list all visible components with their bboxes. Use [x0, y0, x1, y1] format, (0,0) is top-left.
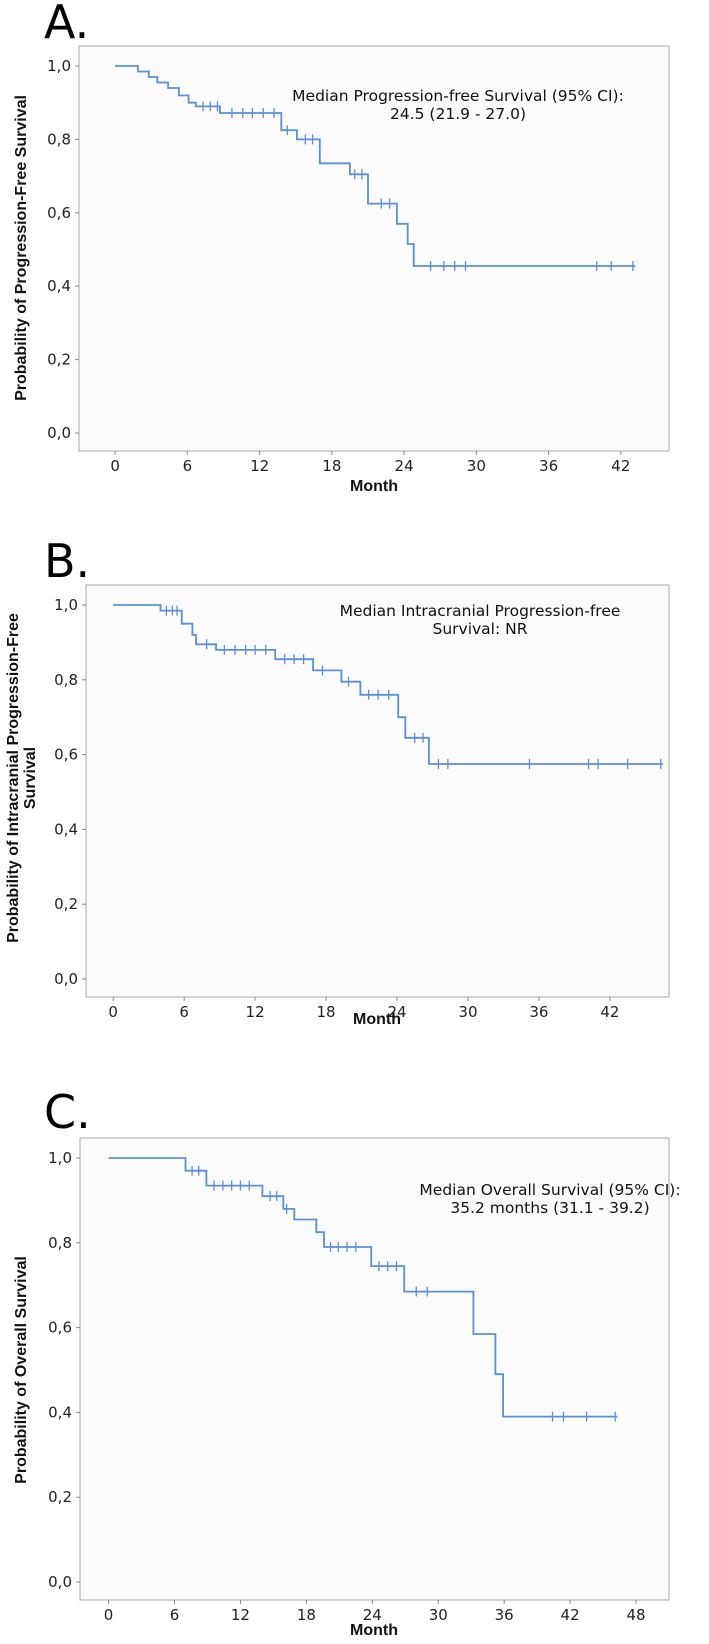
- plot-area: [85, 584, 670, 998]
- y-tick-label: 0,8: [48, 1234, 72, 1252]
- x-tick-label: 0: [104, 1606, 114, 1624]
- y-tick-label: 0,2: [47, 351, 71, 369]
- x-axis: 0 6 12 18 24 30 36 42: [110, 451, 630, 475]
- y-tick-label: 0,6: [48, 1319, 72, 1337]
- x-tick-label: 6: [183, 457, 193, 475]
- x-tick-label: 18: [322, 457, 341, 475]
- panel-b: B. 0,0 0,2 0,4 0,6 0,8 1,0 0 6 12 18 24 30 36 42 Mon…: [5, 534, 670, 1028]
- y-tick-label: 1,0: [47, 57, 71, 75]
- x-tick-label: 6: [170, 1606, 180, 1624]
- y-axis-title: Probability of Overall Survival: [13, 1256, 30, 1484]
- censor-marks: [191, 1165, 616, 1422]
- annotation-line-1: Median Overall Survival (95% CI):: [419, 1181, 680, 1199]
- plot-area: [79, 1137, 670, 1601]
- x-axis: 0 6 12 18 24 30 36 42: [108, 997, 619, 1021]
- x-tick-label: 42: [561, 1606, 580, 1624]
- y-tick-label: 0,6: [54, 746, 78, 764]
- y-tick-label: 0,2: [48, 1488, 72, 1506]
- y-tick-label: 0,0: [48, 1573, 72, 1591]
- censor-marks: [202, 101, 634, 272]
- annotation-line-2: 35.2 months (31.1 - 39.2): [450, 1199, 649, 1217]
- y-tick-label: 0,4: [54, 820, 78, 838]
- x-tick-label: 48: [626, 1606, 645, 1624]
- x-tick-label: 0: [108, 1003, 118, 1021]
- y-tick-label: 0,4: [48, 1403, 72, 1421]
- y-tick-label: 0,6: [47, 204, 71, 222]
- y-tick-label: 1,0: [54, 596, 78, 614]
- x-tick-label: 36: [495, 1606, 514, 1624]
- y-tick-label: 0,0: [54, 970, 78, 988]
- x-tick-label: 12: [231, 1606, 250, 1624]
- x-tick-label: 24: [387, 1003, 406, 1021]
- y-axis: 0,0 0,2 0,4 0,6 0,8 1,0: [54, 596, 86, 988]
- panel-a: A. 0,0 0,2 0,4 0,6 0,8 1,0 0 6 12 18 24 30 36 42 Mon…: [13, 0, 670, 495]
- y-tick-label: 0,0: [47, 424, 71, 442]
- x-tick-label: 24: [395, 457, 414, 475]
- y-axis: 0,0 0,2 0,4 0,6 0,8 1,0: [48, 1149, 80, 1591]
- y-tick-label: 0,2: [54, 895, 78, 913]
- x-axis-title: Month: [350, 1622, 398, 1639]
- x-tick-label: 36: [539, 457, 558, 475]
- x-tick-label: 18: [317, 1003, 336, 1021]
- x-axis-title: Month: [353, 1011, 401, 1028]
- annotation-line-2: 24.5 (21.9 - 27.0): [390, 105, 526, 123]
- y-axis-title-line-1: Probability of Intracranial Progression-…: [5, 613, 22, 943]
- y-tick-label: 0,8: [47, 130, 71, 148]
- y-tick-label: 0,8: [54, 671, 78, 689]
- annotation-line-2: Survival: NR: [432, 620, 527, 638]
- x-tick-label: 18: [297, 1606, 316, 1624]
- panel-label: B.: [44, 534, 90, 588]
- x-tick-label: 42: [611, 457, 630, 475]
- x-tick-label: 12: [246, 1003, 265, 1021]
- x-tick-label: 30: [467, 457, 486, 475]
- y-axis: 0,0 0,2 0,4 0,6 0,8 1,0: [47, 57, 79, 442]
- x-tick-label: 42: [600, 1003, 619, 1021]
- x-tick-label: 30: [458, 1003, 477, 1021]
- x-axis-title: Month: [350, 478, 398, 495]
- x-axis: 0 6 12 18 24 30 36 42 48: [104, 1600, 646, 1624]
- x-tick-label: 12: [250, 457, 269, 475]
- panel-label: C.: [44, 1085, 91, 1139]
- x-tick-label: 30: [429, 1606, 448, 1624]
- y-axis-title-line-2: Survival: [22, 747, 39, 809]
- plot-area: [78, 45, 670, 452]
- panel-c: C. 0,0 0,2 0,4 0,6 0,8 1,0 0 6 12 18 24 30 36 42 48 M…: [13, 1085, 681, 1639]
- y-tick-label: 0,4: [47, 277, 71, 295]
- x-tick-label: 0: [110, 457, 120, 475]
- y-axis-title: Probability of Progression-Free Survival: [13, 95, 30, 401]
- km-curve: [115, 65, 636, 267]
- y-tick-label: 1,0: [48, 1149, 72, 1167]
- panel-label: A.: [44, 0, 89, 49]
- annotation-line-1: Median Progression-free Survival (95% CI…: [292, 87, 624, 105]
- censor-marks: [165, 605, 662, 769]
- km-curve: [108, 1157, 618, 1418]
- x-tick-label: 36: [529, 1003, 548, 1021]
- x-tick-label: 6: [179, 1003, 189, 1021]
- annotation-line-1: Median Intracranial Progression-free: [340, 602, 621, 620]
- x-tick-label: 24: [363, 1606, 382, 1624]
